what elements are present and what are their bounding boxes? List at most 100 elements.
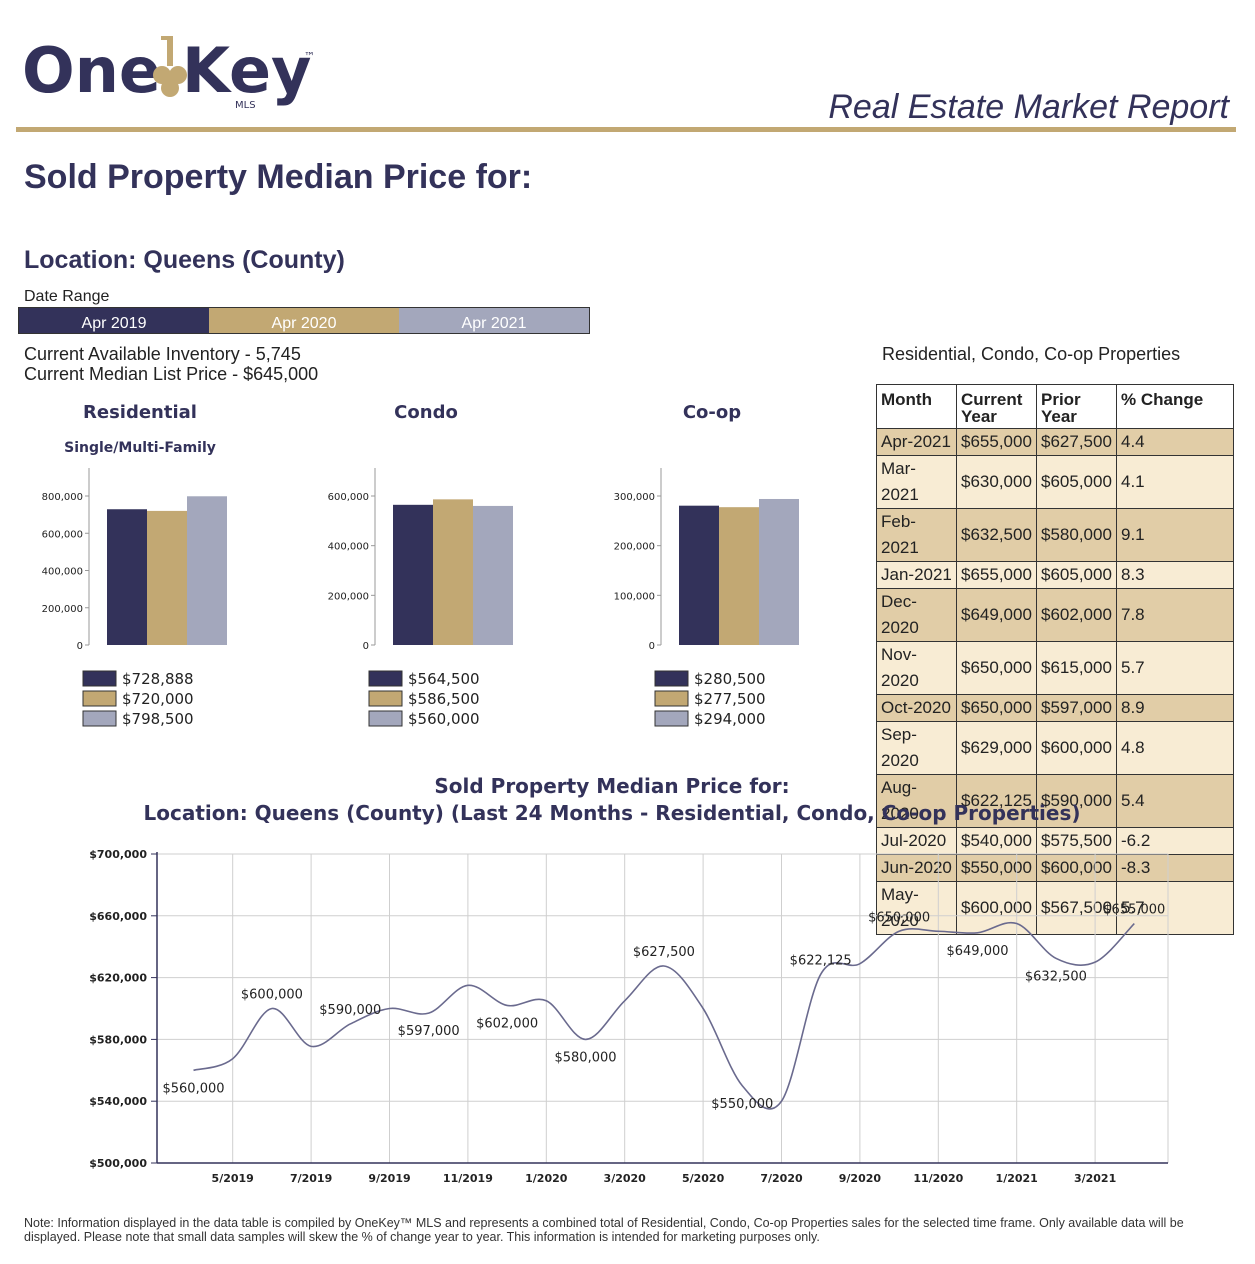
bar bbox=[147, 510, 187, 645]
bar-chart-condo: Condo 0 200,000 400,000 600,000 $564,500 $586,… bbox=[328, 402, 513, 728]
table-cell: -8.3 bbox=[1116, 854, 1234, 882]
legend-label: $586,500 bbox=[408, 690, 480, 708]
y-tick-label: 600,000 bbox=[328, 492, 369, 503]
table-header-row: Month Current Year Prior Year % Change bbox=[876, 384, 1234, 429]
y-tick-label: 0 bbox=[77, 641, 83, 652]
y-tick-label: 400,000 bbox=[42, 567, 83, 578]
table-cell: Nov-2020 bbox=[876, 641, 957, 695]
y-tick-label: 600,000 bbox=[42, 529, 83, 540]
point-label: $632,500 bbox=[1025, 969, 1087, 984]
table-cell: $597,000 bbox=[1036, 694, 1117, 722]
table-cell: $567,500 bbox=[1036, 881, 1117, 935]
table-cell: 9.1 bbox=[1116, 508, 1234, 562]
chart-title: Condo bbox=[394, 402, 458, 423]
median-list-price: Current Median List Price - $645,000 bbox=[24, 364, 319, 384]
y-tick-label: $700,000 bbox=[89, 848, 147, 861]
table-cell: $600,000 bbox=[1036, 854, 1117, 882]
x-tick-label: 5/2019 bbox=[212, 1172, 254, 1185]
table-cell: $540,000 bbox=[956, 827, 1037, 855]
table-cell: Dec-2020 bbox=[876, 588, 957, 642]
legend-swatch bbox=[368, 670, 403, 687]
y-tick-label: 0 bbox=[363, 641, 369, 652]
bar bbox=[759, 498, 799, 645]
point-label: $580,000 bbox=[554, 1050, 616, 1065]
x-tick-label: 11/2019 bbox=[443, 1172, 493, 1185]
x-tick-label: 9/2020 bbox=[839, 1172, 882, 1185]
x-tick-label: 5/2020 bbox=[682, 1172, 725, 1185]
table-cell: -6.2 bbox=[1116, 827, 1234, 855]
y-tick-label: $580,000 bbox=[89, 1033, 147, 1046]
table-cell: May-2020 bbox=[876, 881, 957, 935]
table-cell: 7.8 bbox=[1116, 588, 1234, 642]
legend-label: $564,500 bbox=[408, 670, 480, 688]
table-cell: $655,000 bbox=[956, 561, 1037, 589]
table-caption: Residential, Condo, Co-op Properties bbox=[882, 344, 1181, 364]
table-cell: Oct-2020 bbox=[876, 694, 957, 722]
inventory-info: Current Available Inventory - 5,745 Curr… bbox=[24, 344, 318, 384]
table-cell: Apr-2021 bbox=[876, 428, 957, 456]
point-label: $627,500 bbox=[633, 945, 695, 960]
onekey-logo-graphic: One Key ™ MLS bbox=[22, 34, 315, 111]
bar bbox=[719, 507, 759, 645]
date-range-segment: Apr 2020 bbox=[209, 308, 399, 333]
table-cell: 8.3 bbox=[1116, 561, 1234, 589]
y-tick-label: 200,000 bbox=[328, 591, 369, 602]
table-cell: $590,000 bbox=[1036, 774, 1117, 828]
table-cell: $615,000 bbox=[1036, 641, 1117, 695]
table-cell: $650,000 bbox=[956, 694, 1037, 722]
y-tick-label: $500,000 bbox=[89, 1157, 147, 1170]
table-cell: $629,000 bbox=[956, 721, 1037, 775]
bar bbox=[433, 499, 473, 645]
x-tick-label: 3/2020 bbox=[604, 1172, 647, 1185]
table-cell: $655,000 bbox=[956, 428, 1037, 456]
disclaimer-note: Note: Information displayed in the data … bbox=[24, 1216, 1184, 1244]
date-range-segment: Apr 2021 bbox=[399, 308, 589, 333]
svg-text:Key: Key bbox=[182, 34, 311, 107]
table-cell: $627,500 bbox=[1036, 428, 1117, 456]
table-row: Sep-2020 $629,000 $600,000 4.8 bbox=[876, 721, 1234, 775]
point-label: $655,000 bbox=[1103, 903, 1165, 918]
table-cell: 8.9 bbox=[1116, 694, 1234, 722]
table-cell: $602,000 bbox=[1036, 588, 1117, 642]
column-header: % Change bbox=[1116, 384, 1234, 429]
table-row: Mar-2021 $630,000 $605,000 4.1 bbox=[876, 455, 1234, 509]
table-cell: $580,000 bbox=[1036, 508, 1117, 562]
table-cell: Sep-2020 bbox=[876, 721, 957, 775]
y-tick-label: 0 bbox=[649, 641, 655, 652]
legend-label: $294,000 bbox=[694, 710, 766, 728]
table-cell: Feb-2021 bbox=[876, 508, 957, 562]
svg-text:™: ™ bbox=[304, 50, 315, 63]
date-range-label: Date Range bbox=[24, 288, 110, 305]
svg-text:One: One bbox=[22, 34, 161, 107]
column-header: Prior Year bbox=[1036, 384, 1117, 429]
svg-text:MLS: MLS bbox=[235, 100, 256, 110]
date-range-segment: Apr 2019 bbox=[19, 308, 209, 333]
bar-chart-residential: Residential Single/Multi-Family 0 200,000 40… bbox=[42, 402, 227, 728]
y-tick-label: 200,000 bbox=[614, 542, 655, 553]
table-row: Oct-2020 $650,000 $597,000 8.9 bbox=[876, 694, 1234, 722]
date-range-bar: Apr 2019 Apr 2020 Apr 2021 bbox=[18, 307, 590, 334]
legend-label: $720,000 bbox=[122, 690, 194, 708]
legend-label: $280,500 bbox=[694, 670, 766, 688]
table-row: Aug-2020 $622,125 $590,000 5.4 bbox=[876, 774, 1234, 828]
bar bbox=[473, 505, 513, 645]
y-tick-label: 100,000 bbox=[614, 591, 655, 602]
page-title: Sold Property Median Price for: bbox=[24, 158, 533, 196]
x-tick-label: 3/2021 bbox=[1074, 1172, 1116, 1185]
legend-swatch bbox=[82, 710, 117, 727]
table-cell: 4.1 bbox=[1116, 455, 1234, 509]
x-tick-label: 1/2020 bbox=[525, 1172, 568, 1185]
point-label: $602,000 bbox=[476, 1016, 538, 1031]
table-cell: $622,125 bbox=[956, 774, 1037, 828]
report-title: Real Estate Market Report bbox=[828, 88, 1229, 126]
x-tick-label: 7/2019 bbox=[290, 1172, 332, 1185]
table-cell: $649,000 bbox=[956, 588, 1037, 642]
legend-swatch bbox=[654, 690, 689, 707]
x-tick-label: 1/2021 bbox=[996, 1172, 1038, 1185]
chart-title: Residential bbox=[83, 402, 197, 423]
table-cell: 5.7 bbox=[1116, 881, 1234, 935]
table-cell: $550,000 bbox=[956, 854, 1037, 882]
table-cell: 4.8 bbox=[1116, 721, 1234, 775]
chart-subtitle: Single/Multi-Family bbox=[64, 440, 216, 456]
line-chart-title: Sold Property Median Price for: bbox=[434, 774, 789, 798]
